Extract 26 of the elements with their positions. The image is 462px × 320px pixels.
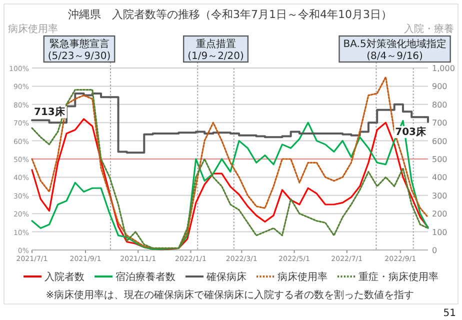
y2-tick-label: 1,000: [432, 64, 455, 73]
ref-line-label: 重点措置 (1/9～2/20): [188, 38, 244, 62]
y2-tick-label: 900: [432, 82, 448, 92]
y2-axis-title: 入院・療養: [404, 23, 454, 35]
y2-tick-label: 500: [432, 155, 448, 164]
chart-title: 沖縄県 入院者数等の推移（令和3年7月1日～令和4年10月3日）: [68, 8, 392, 21]
legend-label: 入院者数: [44, 271, 84, 283]
y2-tick-label: 400: [432, 173, 448, 182]
legend-label: 確保病床: [206, 271, 246, 283]
y2-tick-label: 100: [432, 228, 448, 237]
legend-label: 病床使用率: [278, 271, 328, 283]
y2-tick-label: 600: [432, 136, 448, 146]
y2-tick-label: 0: [432, 246, 438, 255]
ref-line-label: 緊急事態宣言 (5/23～9/30): [48, 38, 111, 62]
y2-tick-label: 200: [432, 210, 448, 219]
text: ※病床使用率は、現在の確保病床で確保病床に入院する者の数を割った数値を指す: [46, 289, 414, 301]
annotation: 713床: [34, 106, 66, 118]
text: 51: [443, 308, 456, 319]
ref-line-label: BA.5対策強化地域指定 (8/4～9/16): [343, 38, 446, 62]
y2-tick-label: 300: [432, 191, 448, 200]
legend-label: 宿泊療養者数: [116, 271, 176, 283]
legend-label: 重症・病床使用率: [358, 271, 438, 283]
y2-tick-label: 800: [432, 100, 448, 110]
y2-tick-label: 700: [432, 118, 448, 128]
y-axis-title: 病床使用率: [8, 23, 58, 35]
annotation: 703床: [395, 126, 427, 138]
